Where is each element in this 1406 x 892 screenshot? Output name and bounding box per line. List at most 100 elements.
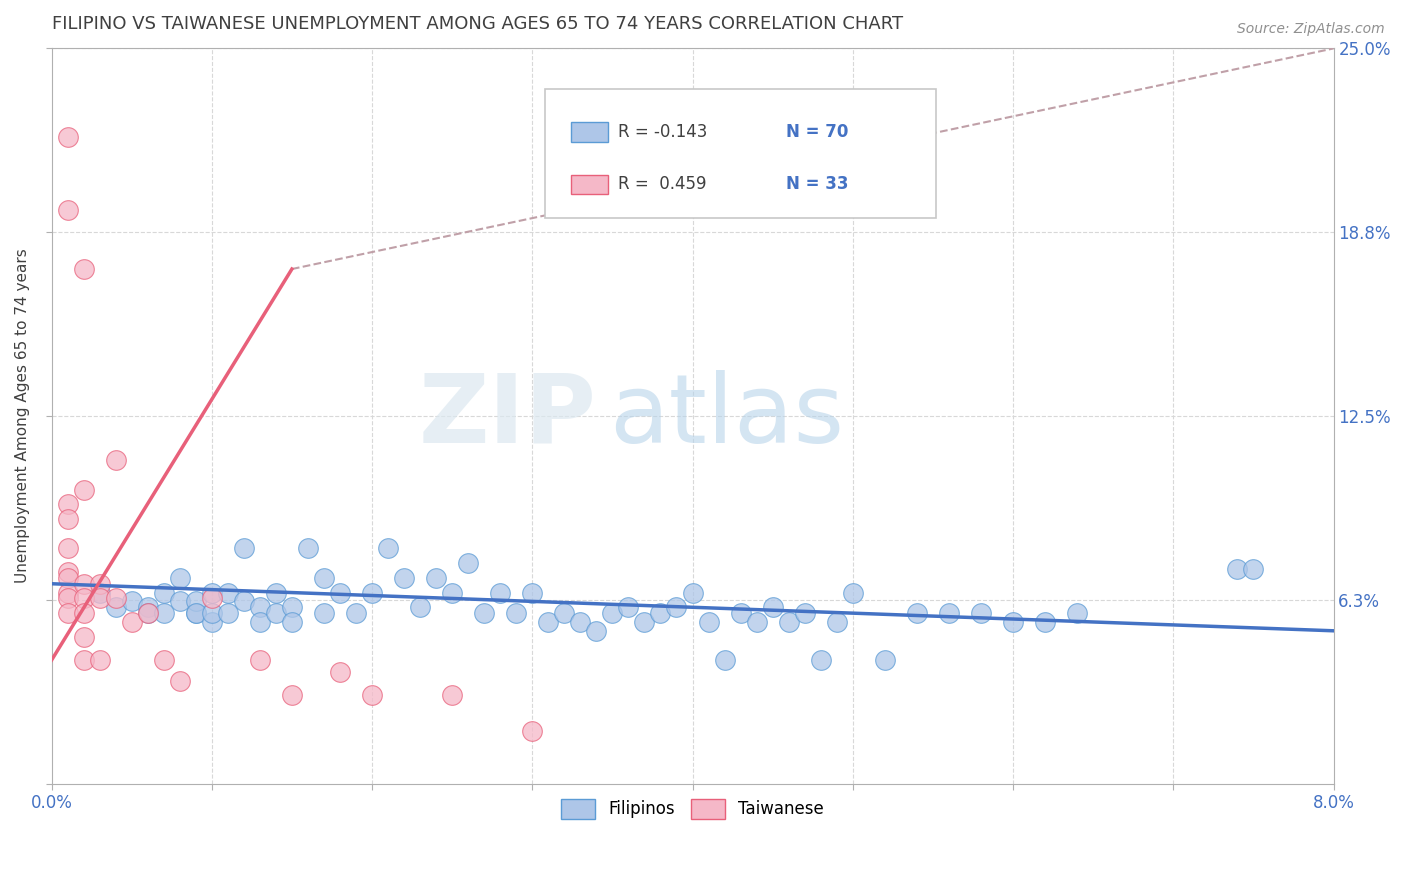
- Point: [1001, 615, 1024, 629]
- Point: [392, 571, 415, 585]
- Point: [377, 541, 399, 556]
- Point: [136, 600, 159, 615]
- Point: [441, 585, 464, 599]
- Point: [602, 606, 624, 620]
- Point: [89, 653, 111, 667]
- Text: N = 33: N = 33: [786, 176, 849, 194]
- Point: [249, 615, 271, 629]
- Point: [537, 615, 560, 629]
- Point: [281, 600, 304, 615]
- Point: [312, 606, 335, 620]
- Point: [72, 262, 94, 277]
- Point: [89, 591, 111, 606]
- Point: [72, 576, 94, 591]
- Point: [184, 606, 207, 620]
- Point: [72, 606, 94, 620]
- Point: [730, 606, 752, 620]
- Point: [152, 606, 174, 620]
- Point: [409, 600, 432, 615]
- Point: [713, 653, 735, 667]
- Point: [361, 585, 384, 599]
- Point: [56, 497, 79, 511]
- Point: [72, 653, 94, 667]
- Point: [617, 600, 640, 615]
- Point: [361, 689, 384, 703]
- Point: [184, 594, 207, 608]
- Point: [329, 665, 352, 679]
- Point: [585, 624, 607, 638]
- Point: [553, 606, 575, 620]
- Point: [56, 129, 79, 144]
- Point: [425, 571, 447, 585]
- Point: [136, 606, 159, 620]
- FancyBboxPatch shape: [546, 89, 936, 218]
- Point: [633, 615, 655, 629]
- Point: [169, 571, 191, 585]
- Point: [136, 606, 159, 620]
- Point: [281, 615, 304, 629]
- Point: [184, 606, 207, 620]
- Point: [842, 585, 865, 599]
- Point: [329, 585, 352, 599]
- Point: [217, 585, 239, 599]
- Point: [201, 591, 224, 606]
- Point: [297, 541, 319, 556]
- Y-axis label: Unemployment Among Ages 65 to 74 years: Unemployment Among Ages 65 to 74 years: [15, 249, 30, 583]
- Point: [522, 723, 544, 738]
- Point: [873, 653, 896, 667]
- Point: [457, 556, 479, 570]
- Point: [905, 606, 928, 620]
- Point: [72, 591, 94, 606]
- Point: [56, 565, 79, 579]
- Point: [152, 585, 174, 599]
- Text: R =  0.459: R = 0.459: [619, 176, 707, 194]
- Point: [650, 606, 672, 620]
- Point: [264, 606, 287, 620]
- Point: [56, 512, 79, 526]
- Point: [762, 600, 785, 615]
- Text: atlas: atlas: [609, 369, 845, 463]
- Point: [249, 653, 271, 667]
- Point: [201, 585, 224, 599]
- Point: [104, 600, 127, 615]
- Point: [104, 453, 127, 467]
- Point: [56, 203, 79, 218]
- Point: [1033, 615, 1056, 629]
- Point: [56, 585, 79, 599]
- Point: [121, 594, 143, 608]
- Point: [1066, 606, 1088, 620]
- Point: [169, 673, 191, 688]
- Point: [56, 541, 79, 556]
- Point: [121, 615, 143, 629]
- Point: [264, 585, 287, 599]
- Point: [312, 571, 335, 585]
- Point: [938, 606, 960, 620]
- Point: [489, 585, 512, 599]
- Point: [522, 585, 544, 599]
- FancyBboxPatch shape: [571, 175, 607, 194]
- Point: [682, 585, 704, 599]
- FancyBboxPatch shape: [571, 122, 607, 142]
- Point: [201, 606, 224, 620]
- Point: [825, 615, 848, 629]
- Point: [344, 606, 367, 620]
- Point: [810, 653, 832, 667]
- Point: [505, 606, 527, 620]
- Point: [970, 606, 993, 620]
- Point: [104, 591, 127, 606]
- Point: [249, 600, 271, 615]
- Text: Source: ZipAtlas.com: Source: ZipAtlas.com: [1237, 22, 1385, 37]
- Point: [72, 630, 94, 644]
- Text: FILIPINO VS TAIWANESE UNEMPLOYMENT AMONG AGES 65 TO 74 YEARS CORRELATION CHART: FILIPINO VS TAIWANESE UNEMPLOYMENT AMONG…: [52, 15, 903, 33]
- Point: [232, 541, 254, 556]
- Point: [152, 653, 174, 667]
- Point: [745, 615, 768, 629]
- Text: R = -0.143: R = -0.143: [619, 123, 707, 141]
- Point: [1226, 562, 1249, 576]
- Point: [217, 606, 239, 620]
- Text: N = 70: N = 70: [786, 123, 848, 141]
- Text: ZIP: ZIP: [419, 369, 596, 463]
- Point: [56, 591, 79, 606]
- Point: [169, 594, 191, 608]
- Point: [778, 615, 800, 629]
